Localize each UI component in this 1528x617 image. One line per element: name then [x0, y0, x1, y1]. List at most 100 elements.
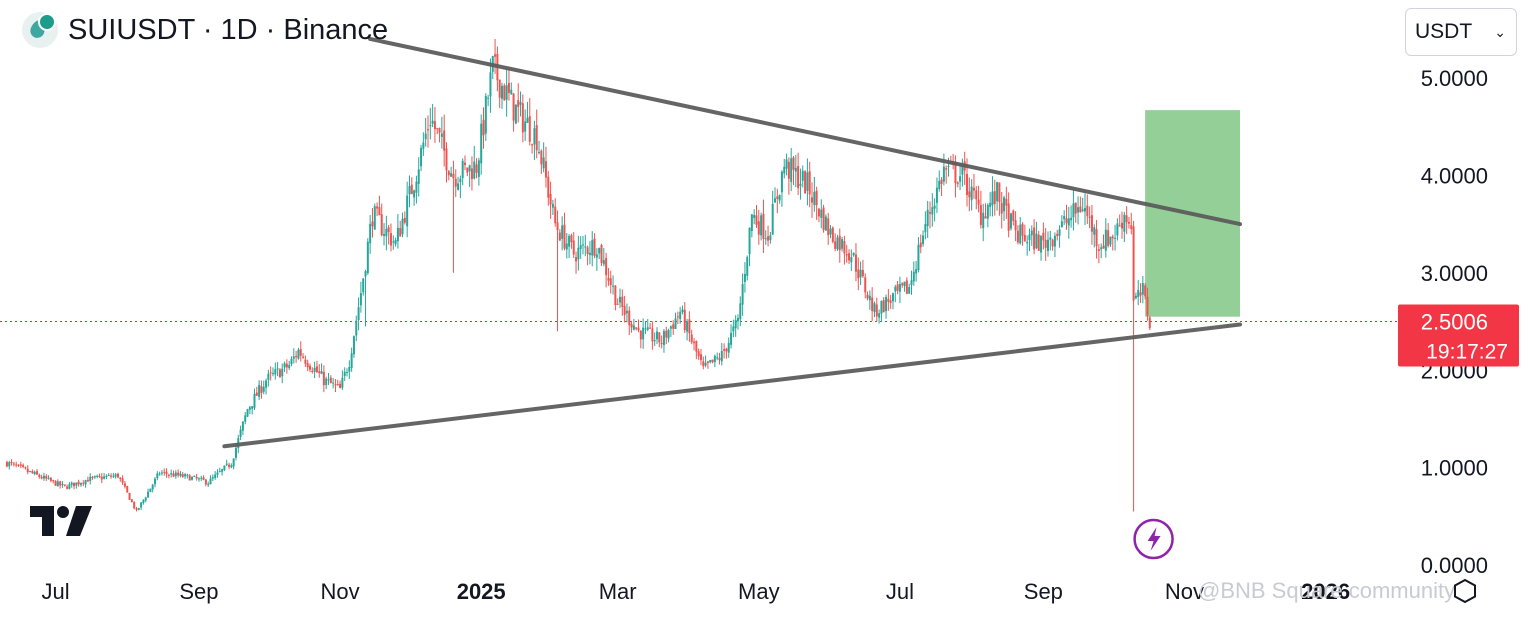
candle-body — [954, 161, 957, 184]
currency-selector[interactable]: USDT ⌄ — [1405, 8, 1517, 56]
candle-body — [107, 475, 110, 477]
candle-body — [931, 207, 934, 215]
candle-body — [36, 471, 39, 475]
candle-body — [968, 191, 971, 198]
candle-body — [100, 476, 103, 480]
candle-body — [600, 245, 603, 263]
candle-body — [609, 278, 612, 286]
candle-body — [514, 104, 517, 124]
candle-body — [806, 172, 809, 191]
x-tick-label: Jul — [886, 579, 914, 604]
candle-body — [15, 464, 18, 466]
candle-body — [1074, 202, 1077, 214]
candle-body — [748, 227, 751, 255]
candle-body — [1058, 229, 1061, 236]
candle-body — [378, 207, 381, 216]
candle-body — [346, 371, 349, 373]
candle-body — [699, 354, 702, 361]
candle-body — [602, 260, 605, 265]
candle-body — [785, 159, 788, 169]
candle-body — [686, 321, 689, 332]
candle-body — [75, 482, 78, 486]
candle-body — [739, 303, 742, 320]
candle-body — [271, 373, 274, 375]
candle-body — [401, 218, 404, 235]
candle-body — [577, 247, 580, 260]
candle-body — [616, 303, 619, 305]
candle-body — [17, 464, 20, 466]
candle-body — [873, 303, 876, 312]
candle-body — [59, 481, 62, 486]
candle-body — [996, 182, 999, 202]
candle-body — [246, 409, 249, 417]
candle-body — [730, 332, 733, 345]
x-tick-label: 2025 — [457, 579, 506, 604]
candle-body — [711, 359, 714, 363]
candle-body — [202, 477, 205, 480]
candle-body — [193, 475, 196, 477]
candle-body — [385, 228, 388, 237]
x-tick-label: 2026 — [1301, 579, 1350, 604]
candle-body — [86, 479, 89, 482]
candle-body — [91, 476, 94, 478]
candle-body — [33, 471, 36, 474]
candle-body — [1009, 213, 1012, 229]
candle-body — [24, 467, 27, 469]
candle-body — [838, 235, 841, 251]
candle-body — [267, 373, 270, 380]
candle-body — [1014, 220, 1017, 231]
candle-body — [429, 125, 432, 127]
candle-body — [389, 233, 392, 246]
candle-body — [662, 331, 665, 346]
candle-body — [665, 330, 668, 338]
candle-body — [1139, 292, 1142, 296]
candle-body — [1049, 237, 1052, 240]
candle-body — [357, 307, 360, 321]
candle-body — [827, 218, 830, 236]
candle-body — [535, 125, 538, 151]
candle-body — [73, 482, 76, 487]
candle-body — [498, 79, 501, 98]
candle-body — [672, 324, 675, 329]
candle-body — [676, 316, 679, 318]
candle-body — [510, 89, 513, 95]
candle-body — [1037, 234, 1040, 251]
candle-body — [77, 481, 80, 485]
candle-body — [1070, 217, 1073, 221]
candle-body — [1109, 236, 1112, 245]
candle-body — [329, 377, 332, 384]
candle-body — [1125, 215, 1128, 223]
candle-body — [1060, 221, 1063, 228]
candle-body — [468, 165, 471, 172]
candle-body — [822, 207, 825, 231]
candle-body — [26, 468, 29, 473]
sui-logo-icon — [22, 12, 58, 48]
candle-body — [297, 349, 300, 359]
candle-body — [919, 242, 922, 248]
candle-body — [619, 296, 621, 303]
candle-body — [924, 224, 927, 233]
candle-body — [674, 318, 677, 329]
candle-body — [470, 168, 473, 180]
candle-body — [970, 186, 973, 201]
candle-body — [813, 191, 816, 205]
candle-body — [459, 178, 462, 183]
candle-body — [556, 222, 559, 231]
candle-body — [343, 371, 346, 377]
candle-body — [760, 215, 763, 236]
candle-body — [1118, 225, 1121, 227]
candle-body — [158, 473, 161, 475]
candle-body — [1107, 230, 1110, 246]
candle-body — [998, 182, 1001, 203]
candle-body — [727, 342, 730, 353]
candle-body — [1065, 218, 1068, 224]
candle-body — [651, 328, 654, 342]
candle-body — [475, 164, 478, 173]
candle-body — [1121, 222, 1124, 229]
candle-body — [563, 224, 566, 249]
candle-body — [734, 320, 737, 329]
candle-body — [598, 247, 601, 254]
candle-body — [371, 221, 374, 227]
candle-body — [1088, 216, 1091, 218]
